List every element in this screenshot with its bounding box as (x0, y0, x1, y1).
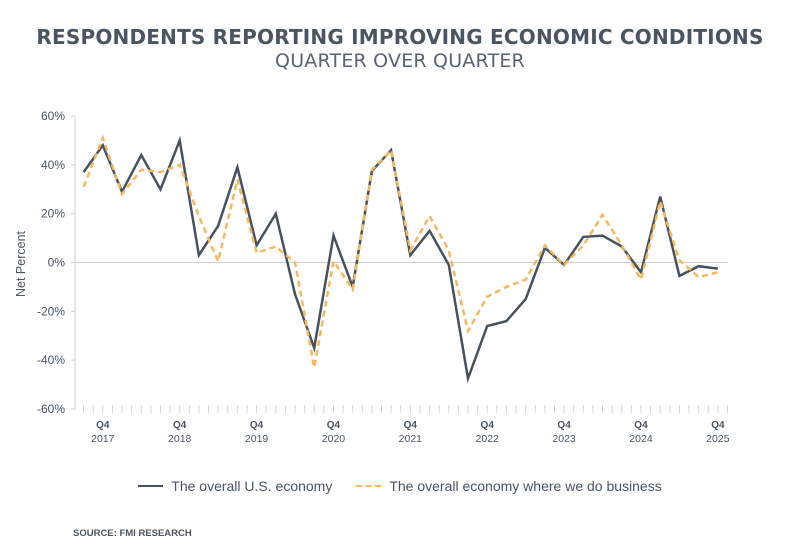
legend-swatch-dashed (356, 485, 382, 487)
x-tick-label-quarter: Q4 (96, 420, 110, 431)
chart-subtitle: QUARTER OVER QUARTER (275, 50, 525, 72)
x-tick-label-year: 2019 (245, 433, 269, 445)
x-tick-label-year: 2018 (168, 433, 192, 445)
y-tick-label: 60% (41, 109, 65, 123)
y-axis: 60% 40% 20% 0% -20% -40% -60% (37, 109, 728, 416)
y-tick-label: -20% (37, 304, 65, 318)
x-tick-label-year: 2024 (629, 433, 653, 445)
legend: The overall U.S. economy The overall eco… (0, 478, 800, 494)
y-tick-label: -40% (37, 353, 65, 367)
y-tick-label: -60% (37, 402, 65, 416)
x-tick-label-year: 2025 (706, 433, 730, 445)
line-chart: 60% 40% 20% 0% -20% -40% -60% Q4 2017 Q4 2018 Q4 20… (14, 109, 730, 445)
x-axis: Q4 2017 Q4 2018 Q4 2019 Q4 2020 Q4 2021 Q4 2022 Q4 20… (83, 405, 730, 445)
series-line-local-economy (82, 134, 719, 368)
legend-item-local-economy: The overall economy where we do business (356, 478, 662, 494)
y-axis-label: Net Percent (14, 230, 28, 297)
legend-label: The overall U.S. economy (171, 478, 333, 494)
x-tick-label-year: 2021 (399, 433, 423, 445)
x-tick-label-year: 2023 (552, 433, 576, 445)
x-tick-label-quarter: Q4 (327, 420, 341, 431)
chart-title: RESPONDENTS REPORTING IMPROVING ECONOMIC… (36, 25, 764, 49)
x-tick-label-quarter: Q4 (557, 420, 571, 431)
y-tick-label: 0% (48, 256, 66, 270)
x-tick-label-quarter: Q4 (404, 420, 418, 431)
x-tick-label-quarter: Q4 (250, 420, 264, 431)
x-tick-label-quarter: Q4 (634, 420, 648, 431)
x-tick-label-year: 2022 (476, 433, 500, 445)
x-tick-label-quarter: Q4 (173, 420, 187, 431)
series-line-us-economy (82, 135, 719, 384)
legend-item-us-economy: The overall U.S. economy (138, 478, 332, 494)
legend-label: The overall economy where we do business (389, 478, 662, 494)
x-tick-label-year: 2017 (91, 433, 115, 445)
x-tick-label-quarter: Q4 (711, 420, 725, 431)
y-tick-label: 20% (41, 207, 65, 221)
legend-swatch-solid (138, 485, 164, 487)
x-tick-label-year: 2020 (322, 433, 346, 445)
y-tick-label: 40% (41, 158, 65, 172)
source-note: SOURCE: FMI RESEARCH (73, 528, 192, 539)
series-layer (82, 134, 719, 384)
x-tick-label-quarter: Q4 (481, 420, 495, 431)
